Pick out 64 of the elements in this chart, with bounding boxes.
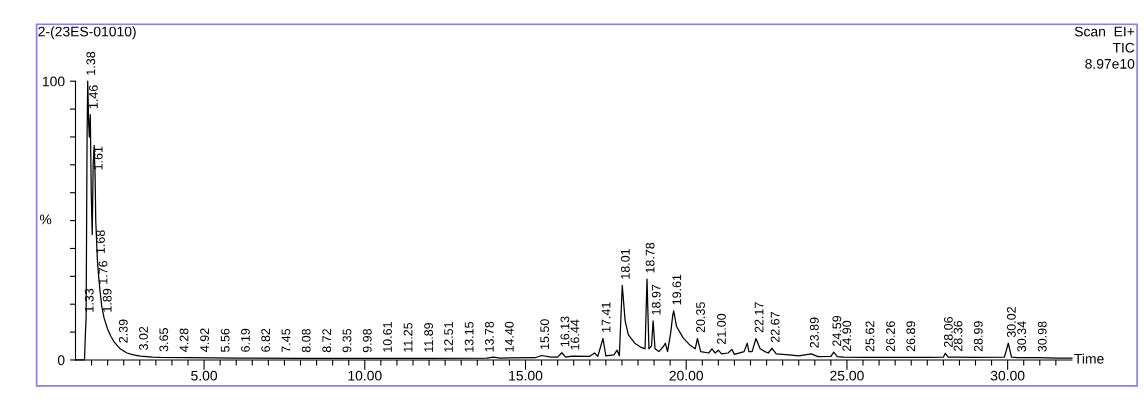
annotation: 6.82 (261, 328, 271, 352)
annotation: 13.15 (464, 321, 474, 352)
annotation: 8.08 (301, 328, 311, 353)
annotation: 30.02 (1006, 307, 1016, 338)
x-tick-label: 30.00 (990, 370, 1025, 381)
x-tick-label: 25.00 (830, 370, 864, 381)
annotation: 1.38 (86, 51, 96, 75)
annotation: 10.61 (383, 322, 392, 352)
annotation: 24.90 (842, 320, 852, 351)
annotation: 3.65 (159, 328, 169, 352)
annotation: 30.98 (1037, 321, 1047, 352)
annotation: 18.01 (620, 249, 630, 279)
annotation: 26.26 (886, 321, 895, 352)
annotation: 6.19 (241, 328, 250, 352)
annotation: 25.62 (865, 321, 875, 352)
x-axis-title: Time (1074, 353, 1104, 364)
annotation: 4.92 (200, 328, 210, 352)
annotation: 18.78 (645, 242, 655, 273)
annotation: 18.97 (651, 284, 661, 315)
annotation: 11.89 (424, 322, 434, 352)
text: TIC (1112, 42, 1135, 53)
annotation: 15.50 (540, 319, 550, 349)
annotation: 22.17 (754, 302, 764, 333)
annotation: 11.25 (403, 322, 413, 352)
annotation: 21.00 (717, 313, 726, 345)
x-tick-label: 15.00 (509, 370, 543, 381)
annotation: 19.61 (672, 274, 682, 305)
annotation: 1.68 (96, 230, 105, 254)
annotation: 26.89 (906, 321, 916, 352)
annotation: 4.28 (179, 328, 189, 352)
annotation: 9.98 (362, 328, 372, 353)
annotation: 13.78 (484, 321, 494, 352)
annotation: 8.72 (322, 329, 332, 353)
annotation: 28.36 (953, 320, 963, 351)
y-tick-label: 100 (42, 76, 65, 87)
text: Scan EI+ (1074, 26, 1135, 37)
annotation: 16.44 (570, 319, 580, 350)
annotation: 3.02 (139, 326, 148, 351)
annotation: 24.59 (832, 315, 842, 346)
annotation: 23.89 (809, 317, 819, 348)
annotation: 30.34 (1017, 321, 1027, 352)
y-tick-label: 0 (57, 355, 65, 366)
annotation: 2.39 (118, 319, 128, 343)
annotation: 12.51 (444, 322, 453, 352)
annotation: 9.35 (342, 328, 352, 353)
x-tick-label: 5.00 (191, 370, 218, 381)
annotation: 17.41 (601, 302, 611, 332)
chart-title: 2-(23ES-01010) (38, 26, 136, 40)
annotation: 28.99 (973, 321, 983, 352)
annotation: 20.35 (696, 302, 705, 333)
annotation: 1.46 (88, 85, 98, 109)
y-axis-title: % (39, 214, 52, 225)
x-tick-label: 10.00 (348, 370, 382, 381)
text: 8.97e10 (1085, 58, 1135, 69)
annotation: 16.13 (560, 316, 570, 347)
annotation: 1.33 (84, 288, 94, 312)
annotation: 28.06 (943, 316, 953, 348)
annotation: 7.45 (281, 328, 291, 353)
annotation: 22.67 (770, 312, 780, 343)
x-tick-label: 20.00 (669, 370, 704, 381)
annotation: 1.89 (102, 288, 112, 312)
annotation: 5.56 (220, 328, 230, 352)
annotation: 1.76 (98, 260, 108, 284)
annotation: 14.40 (504, 321, 514, 352)
